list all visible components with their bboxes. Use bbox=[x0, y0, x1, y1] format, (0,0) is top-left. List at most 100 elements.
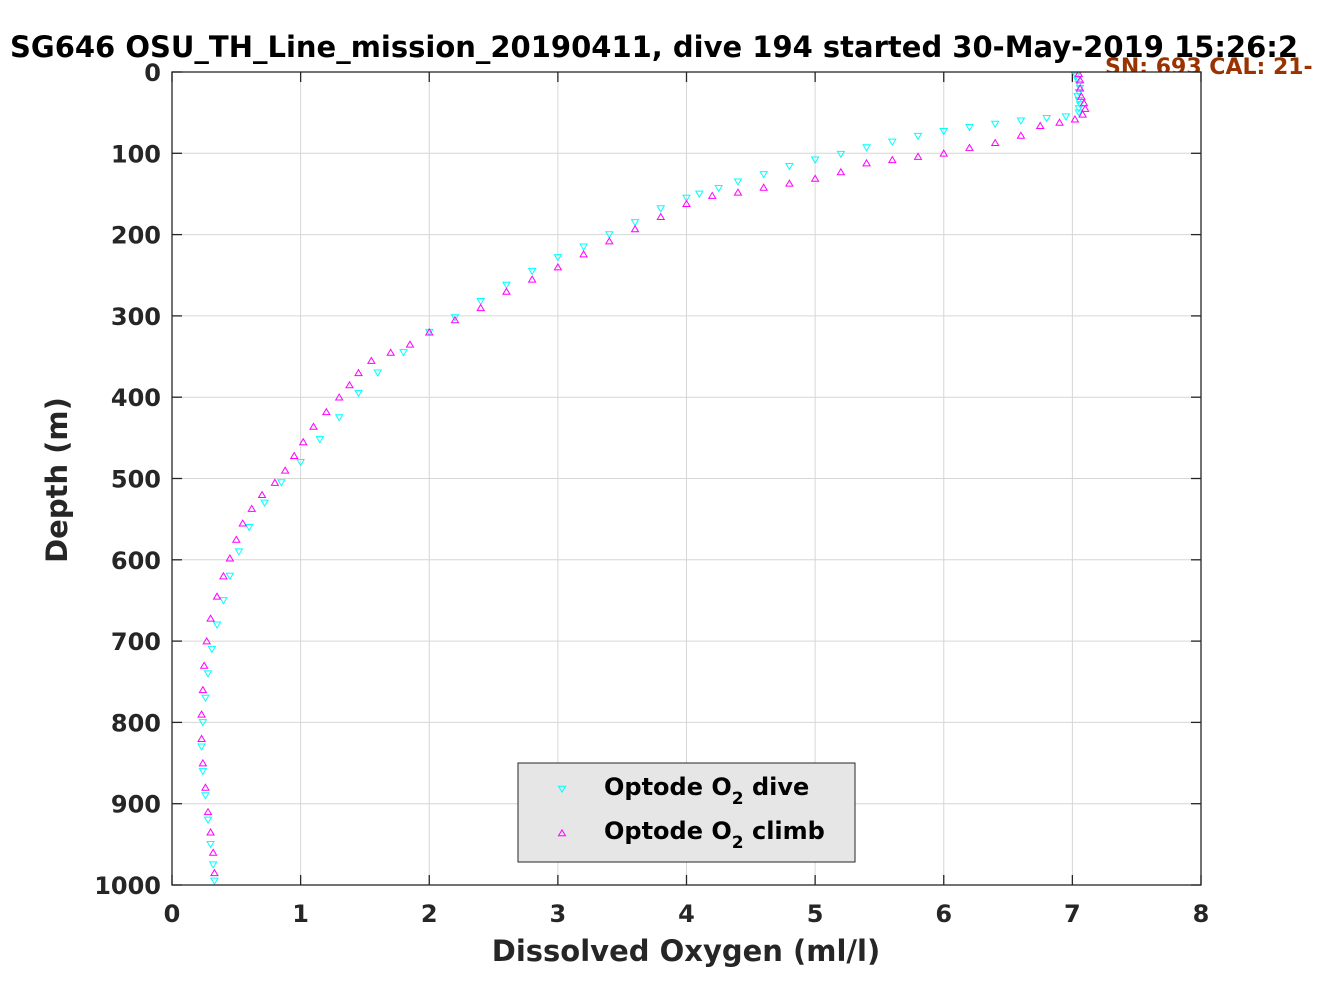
dive-data-point bbox=[208, 861, 218, 869]
dive-data-point bbox=[785, 163, 794, 171]
climb-data-point bbox=[527, 275, 537, 283]
climb-data-point bbox=[682, 199, 691, 208]
dive-data-point bbox=[656, 205, 666, 213]
y-tick-label: 0 bbox=[144, 59, 161, 87]
y-tick-label: 1000 bbox=[94, 872, 161, 900]
climb-data-point bbox=[289, 451, 299, 460]
dive-data-point bbox=[198, 719, 208, 727]
dive-data-point bbox=[203, 816, 213, 825]
series-dive bbox=[197, 72, 1085, 885]
x-axis-label: Dissolved Oxygen (ml/l) bbox=[492, 934, 880, 968]
climb-data-point bbox=[913, 152, 923, 160]
climb-data-point bbox=[247, 504, 257, 512]
x-tick-label: 7 bbox=[1064, 900, 1081, 928]
climb-data-point bbox=[785, 179, 794, 187]
climb-data-point bbox=[604, 236, 614, 245]
dive-data-point bbox=[198, 767, 208, 776]
climb-data-point bbox=[810, 174, 820, 182]
climb-data-point bbox=[197, 734, 206, 742]
y-tick-label: 900 bbox=[111, 791, 161, 819]
dive-data-point bbox=[733, 178, 743, 186]
y-tick-label: 700 bbox=[111, 628, 161, 656]
climb-data-point bbox=[476, 303, 486, 312]
x-tick-label: 1 bbox=[292, 900, 309, 928]
dive-data-point bbox=[201, 792, 210, 800]
dive-data-point bbox=[1074, 89, 1084, 97]
climb-data-point bbox=[405, 340, 415, 348]
climb-data-point bbox=[759, 183, 769, 191]
dive-data-point bbox=[219, 597, 228, 605]
dive-data-point bbox=[373, 369, 383, 377]
dive-data-point bbox=[476, 297, 486, 306]
climb-data-point bbox=[199, 661, 209, 669]
climb-data-point bbox=[321, 407, 331, 416]
climb-data-point bbox=[298, 437, 308, 446]
climb-data-point bbox=[1075, 75, 1085, 84]
y-tick-label: 400 bbox=[111, 384, 161, 412]
dive-data-point bbox=[990, 120, 1000, 129]
climb-data-point bbox=[198, 685, 208, 694]
climb-data-point bbox=[990, 138, 1000, 147]
dive-data-point bbox=[1074, 109, 1084, 117]
legend-marker-climb bbox=[557, 828, 567, 837]
dive-data-point bbox=[965, 123, 974, 132]
dive-data-point bbox=[862, 144, 871, 152]
x-tick-label: 5 bbox=[807, 900, 824, 928]
climb-data-point bbox=[225, 554, 235, 562]
dive-data-point bbox=[1074, 105, 1084, 113]
y-tick-labels: 0 100 200 300 400 500 600 700 800 900 1000 bbox=[94, 59, 161, 900]
x-tick-label: 3 bbox=[550, 900, 567, 928]
climb-data-point bbox=[219, 571, 228, 580]
dive-data-point bbox=[334, 414, 344, 422]
dive-data-point bbox=[197, 743, 206, 751]
dive-data-point bbox=[210, 877, 219, 885]
y-tick-label: 500 bbox=[111, 466, 161, 494]
y-tick-label: 200 bbox=[111, 222, 161, 250]
climb-data-point bbox=[203, 807, 213, 816]
plot-frame bbox=[171, 71, 1202, 886]
climb-data-point bbox=[354, 368, 363, 377]
x-tick-label: 4 bbox=[678, 900, 695, 928]
legend-label-climb: Optode O2 climb bbox=[604, 817, 825, 853]
climb-data-point bbox=[238, 519, 248, 527]
dive-data-point bbox=[260, 499, 269, 508]
climb-data-point bbox=[257, 490, 267, 499]
dive-data-point bbox=[579, 243, 588, 251]
y-tick-label: 300 bbox=[111, 303, 161, 331]
y-tick-label: 600 bbox=[111, 547, 161, 575]
dive-data-point bbox=[1074, 80, 1084, 89]
climb-data-point bbox=[579, 249, 588, 258]
climb-data-point bbox=[1075, 84, 1085, 92]
dive-data-point bbox=[1061, 113, 1071, 121]
legend: Optode O2 dive Optode O2 climb bbox=[517, 762, 856, 863]
dive-data-point bbox=[604, 231, 614, 239]
dive-data-point bbox=[939, 128, 949, 136]
climb-data-point bbox=[334, 393, 344, 401]
dive-data-point bbox=[1075, 101, 1085, 109]
dive-data-point bbox=[450, 314, 460, 322]
climb-data-point bbox=[201, 783, 210, 791]
dive-data-point bbox=[1042, 115, 1052, 123]
climb-data-point bbox=[208, 848, 218, 856]
climb-data-point bbox=[1079, 98, 1089, 107]
dive-data-point bbox=[714, 184, 724, 193]
dive-data-point bbox=[887, 138, 897, 147]
climb-data-point bbox=[366, 356, 376, 364]
climb-data-point bbox=[231, 535, 241, 543]
climb-data-point bbox=[1074, 72, 1084, 77]
climb-data-point bbox=[210, 868, 219, 877]
legend-label-dive: Optode O2 dive bbox=[604, 773, 809, 809]
dive-data-point bbox=[315, 436, 325, 444]
climb-data-point bbox=[836, 167, 846, 176]
dive-data-point bbox=[694, 190, 704, 199]
climb-data-point bbox=[656, 212, 666, 221]
climb-data-point bbox=[733, 188, 743, 196]
climb-data-point bbox=[630, 224, 640, 233]
dive-data-point bbox=[244, 523, 254, 532]
y-tick-label: 800 bbox=[111, 709, 161, 737]
climb-data-point bbox=[206, 614, 215, 622]
dive-data-point bbox=[225, 572, 235, 581]
climb-data-point bbox=[1078, 110, 1088, 118]
y-axis-label: Depth (m) bbox=[40, 397, 74, 563]
